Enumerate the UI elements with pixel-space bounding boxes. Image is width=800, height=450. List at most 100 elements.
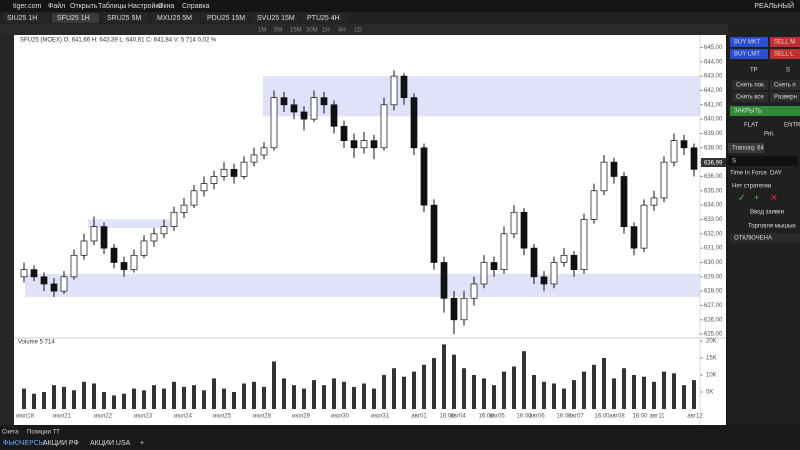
button[interactable] [730, 37, 768, 47]
volume-bar [592, 364, 596, 409]
tab[interactable] [302, 13, 349, 23]
volume-bar [462, 368, 466, 409]
tab-label[interactable]: SRU25 5M [107, 15, 141, 22]
panel-text: Торговля мышью [748, 224, 796, 230]
v-tick-label: 20K [706, 339, 717, 345]
candle-body [680, 140, 688, 149]
icon-ok: ✓ [738, 192, 746, 202]
volume-bar [252, 381, 256, 409]
timeframe[interactable]: 1M [258, 28, 266, 34]
volume-bar [62, 386, 66, 409]
tab[interactable] [152, 13, 199, 23]
candle-body [570, 254, 578, 270]
market-tab[interactable]: ФЬЮЧЕРСЫ [3, 440, 45, 447]
button[interactable] [730, 233, 800, 243]
panel-text[interactable]: S [786, 68, 790, 74]
market-tab[interactable]: АКЦИИ РФ [43, 440, 79, 447]
button [728, 156, 798, 166]
timeframe[interactable]: 30M [306, 28, 318, 34]
panel-text[interactable]: Снять все [736, 95, 765, 101]
panel-text[interactable]: BUY MKT [734, 40, 761, 46]
button[interactable] [770, 49, 800, 59]
tab[interactable] [102, 13, 149, 23]
candle-body [430, 204, 438, 263]
volume-bar [212, 378, 216, 409]
tab-label[interactable]: SVU25 15M [257, 15, 295, 22]
volume-bar [382, 375, 386, 409]
x-tick-label: июл23 [134, 414, 153, 420]
candle-body [90, 226, 98, 242]
menu-bar [0, 0, 800, 12]
volume-bar [662, 371, 666, 409]
bottom-tab[interactable]: Счета [2, 430, 19, 436]
volume-bar [52, 385, 56, 409]
volume-bar [432, 358, 436, 409]
tab-label[interactable]: SIU25 1H [7, 15, 37, 22]
tab[interactable] [52, 13, 99, 23]
timeframe[interactable]: 5M [274, 28, 282, 34]
candle-body [510, 211, 518, 235]
panel-text[interactable]: Ввод заявки [750, 210, 784, 216]
tab[interactable] [202, 13, 249, 23]
candle-body [420, 147, 428, 206]
timeframe[interactable]: 1H [322, 28, 330, 34]
panel-text[interactable]: ЗАКРЫТЬ [734, 109, 762, 115]
menu-item[interactable]: Таблицы [98, 2, 127, 10]
menu-item[interactable]: Справка [182, 3, 210, 10]
market-tab[interactable]: + [140, 440, 144, 447]
timeframe[interactable]: 1D [354, 28, 362, 34]
volume-bar [112, 395, 116, 409]
tab-label[interactable]: MXU25 5M [157, 15, 192, 22]
candle-body [480, 262, 488, 285]
candle-body [530, 247, 538, 278]
button[interactable] [770, 37, 800, 47]
panel-text[interactable]: BUY LMT [734, 52, 760, 58]
candle-body [60, 276, 68, 292]
bottom-tab[interactable]: Позиции ТТ [27, 430, 60, 436]
tab-label[interactable]: PDU25 15M [207, 15, 245, 22]
panel-text[interactable]: SELL M [774, 40, 795, 46]
volume-bar [202, 390, 206, 409]
volume-bar [412, 371, 416, 409]
panel-text[interactable]: TP [750, 68, 758, 74]
toolbar [0, 24, 728, 35]
button[interactable] [770, 80, 800, 90]
candle-body [50, 283, 58, 292]
menu-item[interactable]: Открыть [70, 3, 98, 10]
mode[interactable]: РЕАЛЬНЫЙ [754, 1, 794, 10]
menu-item[interactable]: Настройки [128, 2, 162, 10]
market-tab[interactable]: АКЦИИ USA [90, 440, 131, 447]
x-tick-label: 16:00 [516, 414, 532, 420]
panel-text[interactable]: Разверн [774, 95, 797, 101]
button[interactable] [732, 92, 768, 102]
tab-label[interactable]: SFU25 1H [57, 15, 90, 22]
timeframe[interactable]: 15M [290, 28, 302, 34]
volume-bar [602, 358, 606, 409]
candle-body [300, 111, 308, 120]
candle-body [610, 161, 618, 177]
x-tick-label: авг05 [489, 414, 505, 420]
tab[interactable] [2, 13, 49, 23]
candle-body [250, 154, 258, 163]
candle-body [130, 254, 138, 270]
volume-bar [682, 385, 686, 409]
panel-text[interactable]: ОТКЛЮЧЕНА [734, 236, 772, 242]
candle-body [120, 262, 128, 270]
menu-item[interactable]: Окна [158, 3, 174, 10]
button[interactable] [730, 49, 768, 59]
tab[interactable] [252, 13, 299, 23]
panel-text[interactable]: Снять пок. [736, 83, 766, 89]
panel-text[interactable]: SELL L [774, 52, 794, 58]
volume-bar [542, 381, 546, 409]
tab-label[interactable]: PTU25 4H [307, 15, 340, 22]
menu-item[interactable]: Файл [48, 2, 65, 10]
button[interactable] [732, 80, 768, 90]
button[interactable] [730, 106, 800, 116]
button[interactable] [770, 92, 800, 102]
candle-body [70, 254, 78, 278]
volume-bar [612, 378, 616, 409]
timeframe[interactable]: 4H [338, 28, 346, 34]
x-tick-label: авг04 [450, 414, 466, 420]
panel-text[interactable]: Снять п [774, 83, 796, 89]
y-tick-label: 626,00 [704, 317, 723, 323]
